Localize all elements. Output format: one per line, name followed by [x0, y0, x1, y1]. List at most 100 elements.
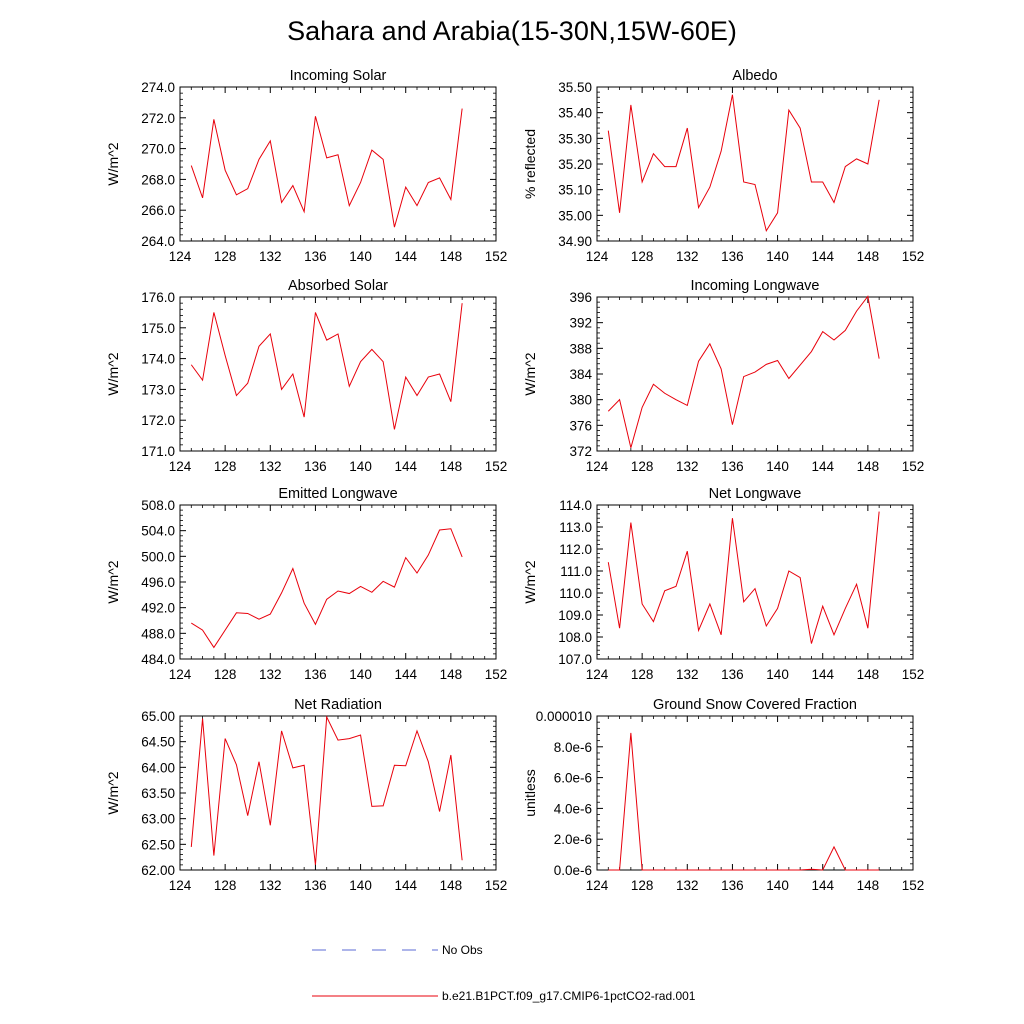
y-tick-label: 171.0 [141, 444, 175, 459]
series-line [190, 303, 463, 430]
y-tick-label: 35.40 [558, 106, 592, 121]
y-tick-label: 8.0e-6 [554, 740, 592, 755]
y-tick-label: 107.0 [558, 652, 592, 667]
x-tick-label: 136 [304, 878, 327, 893]
y-axis-label: W/m^2 [522, 352, 538, 395]
x-tick-label: 132 [259, 249, 282, 264]
x-tick-label: 148 [440, 249, 463, 264]
panel-title: Incoming Longwave [691, 278, 820, 294]
y-tick-label: 392 [569, 316, 592, 331]
series-line [190, 108, 463, 228]
x-tick-label: 132 [676, 878, 699, 893]
y-tick-label: 62.50 [141, 837, 175, 852]
y-tick-label: 110.0 [559, 586, 592, 601]
plot-frame [179, 296, 497, 452]
y-tick-label: 108.0 [558, 630, 592, 645]
x-tick-label: 128 [631, 878, 654, 893]
x-tick-label: 124 [586, 667, 609, 682]
x-tick-label: 152 [485, 459, 508, 474]
panel-6: Net Radiation 124 128 132 136 140 144 148 152 62.… [105, 697, 507, 893]
y-tick-label: 65.00 [141, 709, 175, 724]
x-tick-label: 124 [586, 249, 609, 264]
panel-title: Emitted Longwave [278, 486, 397, 502]
plot-frame [179, 504, 497, 660]
x-tick-label: 132 [259, 878, 282, 893]
x-tick-label: 148 [440, 459, 463, 474]
panel-0: Incoming Solar 124 128 132 136 140 144 148 152 26… [105, 68, 507, 264]
y-tick-label: 266.0 [141, 203, 175, 218]
y-tick-label: 0.0e-6 [554, 863, 592, 878]
y-tick-label: 500.0 [141, 549, 175, 564]
y-tick-label: 63.50 [141, 786, 175, 801]
x-tick-label: 152 [902, 249, 925, 264]
x-tick-label: 128 [214, 459, 237, 474]
x-tick-label: 140 [349, 459, 372, 474]
x-tick-label: 144 [811, 878, 834, 893]
legend: No Obs b.e21.B1PCT.f09_g17.CMIP6-1pctCO2… [312, 943, 696, 1003]
panel-title: Albedo [732, 68, 777, 84]
series-line [190, 715, 463, 865]
y-axis-label: W/m^2 [105, 771, 121, 814]
x-tick-label: 128 [631, 459, 654, 474]
series-line [607, 94, 880, 232]
x-tick-label: 124 [169, 667, 192, 682]
x-tick-label: 132 [259, 667, 282, 682]
y-tick-label: 111.0 [560, 564, 592, 579]
y-axis-label: W/m^2 [522, 560, 538, 603]
y-tick-label: 380 [569, 393, 592, 408]
y-tick-label: 274.0 [141, 80, 175, 95]
x-tick-label: 132 [259, 459, 282, 474]
x-tick-label: 124 [586, 878, 609, 893]
x-tick-label: 152 [485, 878, 508, 893]
x-tick-label: 144 [394, 459, 417, 474]
x-tick-label: 136 [721, 667, 744, 682]
y-tick-label: 176.0 [141, 290, 175, 305]
y-tick-label: 35.50 [558, 80, 592, 95]
x-tick-label: 144 [811, 249, 834, 264]
y-tick-label: 35.00 [558, 208, 592, 223]
x-tick-label: 144 [394, 667, 417, 682]
y-axis-label: % reflected [522, 129, 538, 199]
panel-5: Net Longwave 124 128 132 136 140 144 148 152 107.… [522, 486, 924, 682]
x-tick-label: 136 [721, 459, 744, 474]
x-tick-label: 136 [721, 249, 744, 264]
y-tick-label: 63.00 [141, 812, 175, 827]
plot-frame [596, 86, 914, 242]
x-tick-label: 140 [766, 667, 789, 682]
y-tick-label: 508.0 [141, 498, 175, 513]
y-tick-label: 272.0 [141, 111, 175, 126]
y-tick-label: 372 [569, 444, 592, 459]
y-axis-label: W/m^2 [105, 352, 121, 395]
x-tick-label: 136 [721, 878, 744, 893]
y-axis-label: W/m^2 [105, 560, 121, 603]
y-tick-label: 64.00 [141, 760, 175, 775]
x-tick-label: 136 [304, 459, 327, 474]
panel-title: Net Longwave [709, 486, 802, 502]
y-tick-label: 0.000010 [536, 709, 592, 724]
x-tick-label: 152 [902, 459, 925, 474]
panels: Incoming Solar 124 128 132 136 140 144 148 152 26… [105, 68, 924, 893]
y-tick-label: 173.0 [141, 382, 175, 397]
x-tick-label: 132 [676, 667, 699, 682]
x-tick-label: 124 [169, 249, 192, 264]
x-tick-label: 124 [169, 878, 192, 893]
x-tick-label: 140 [349, 667, 372, 682]
x-tick-label: 128 [214, 878, 237, 893]
panel-1: Albedo 124 128 132 136 140 144 148 152 34.90 35.00… [522, 68, 924, 264]
series-line [191, 528, 463, 649]
panel-title: Absorbed Solar [288, 278, 388, 294]
y-tick-label: 4.0e-6 [554, 801, 592, 816]
x-tick-label: 124 [169, 459, 192, 474]
x-tick-label: 148 [857, 249, 880, 264]
y-tick-label: 496.0 [141, 575, 175, 590]
x-tick-label: 152 [902, 878, 925, 893]
y-tick-label: 112.0 [559, 542, 592, 557]
x-tick-label: 144 [394, 878, 417, 893]
x-tick-label: 140 [766, 249, 789, 264]
y-tick-label: 270.0 [141, 142, 175, 157]
y-tick-label: 492.0 [141, 601, 175, 616]
x-tick-label: 152 [485, 249, 508, 264]
y-tick-label: 172.0 [141, 413, 175, 428]
y-tick-label: 35.10 [558, 183, 592, 198]
